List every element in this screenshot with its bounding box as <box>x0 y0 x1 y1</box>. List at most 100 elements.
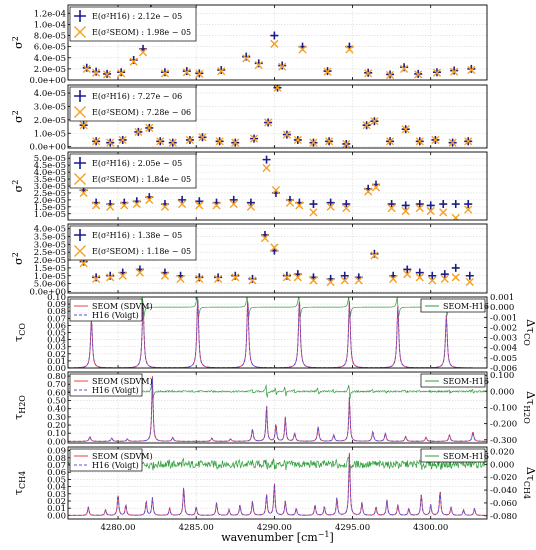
point-seom <box>387 204 396 213</box>
point-seom <box>92 201 101 210</box>
point-seom <box>260 234 270 243</box>
point-seom <box>213 274 223 283</box>
point-seom <box>118 135 127 145</box>
y-tick-label-right: -0.100 <box>490 404 517 414</box>
point-h16 <box>426 201 435 210</box>
point-h16 <box>342 200 351 209</box>
point-seom <box>82 64 91 73</box>
y-tick-label-right: -0.060 <box>490 499 517 509</box>
legend-label: SEOM (SDVM) <box>92 452 153 461</box>
point-seom <box>178 199 187 209</box>
point-seom <box>465 277 474 287</box>
point-seom <box>370 251 379 260</box>
point-seom <box>345 45 354 54</box>
point-h16 <box>467 64 476 73</box>
point-seom <box>364 187 373 196</box>
y-tick-label: 8.0e-05 <box>34 32 66 42</box>
x-tick-label: 4290.00 <box>257 523 292 533</box>
point-seom <box>400 64 409 73</box>
point-seom <box>185 135 195 145</box>
point-h16 <box>440 270 449 279</box>
y-tick-label: 0.10 <box>47 293 66 303</box>
point-seom <box>195 69 204 78</box>
legend-box <box>69 86 197 122</box>
panel-4: 0.0e+005.0e-061.0e-051.5e-052.0e-052.5e-… <box>11 223 488 297</box>
legend-marker <box>74 10 86 22</box>
y-tick-label-right: 0.000 <box>490 387 514 397</box>
y-axis-label-right: ΔτH2O <box>522 391 536 424</box>
point-seom <box>270 39 279 48</box>
legend-box <box>420 298 486 313</box>
point-h16 <box>182 67 191 76</box>
point-seom <box>262 163 271 173</box>
point-seom <box>106 138 115 147</box>
point-h16 <box>326 198 335 207</box>
y-tick-label: 0.00 <box>47 511 66 521</box>
axes-frame <box>67 4 488 81</box>
y-axis-label: σ2 <box>11 252 25 265</box>
point-h16 <box>465 271 474 280</box>
point-h16 <box>415 268 424 277</box>
point-seom <box>248 276 257 285</box>
y-tick-label: 3.5e-05 <box>34 233 66 243</box>
point-seom <box>385 137 395 146</box>
point-h16 <box>270 31 279 40</box>
point-seom <box>370 117 379 126</box>
point-seom <box>389 274 398 283</box>
y-axis-label: τCO <box>12 323 27 342</box>
y-tick-label: 0.50 <box>47 397 66 407</box>
point-seom <box>134 127 143 137</box>
y-tick-label: 0.06 <box>47 468 66 478</box>
y-tick-label: 0.00 <box>47 437 66 447</box>
y-tick-label: 0.03 <box>47 490 66 500</box>
point-seom <box>342 204 351 213</box>
point-seom <box>145 123 154 132</box>
legend-box <box>420 373 486 388</box>
point-seom <box>278 62 287 71</box>
legend-box <box>420 448 486 463</box>
point-seom <box>282 273 291 282</box>
point-seom <box>298 45 307 54</box>
point-seom <box>217 67 226 76</box>
point-h16 <box>106 271 115 280</box>
point-seom <box>293 273 302 282</box>
legend-label: SEOM-H16 <box>443 452 489 461</box>
point-seom <box>464 205 473 214</box>
x-axis-label: wavenumber [cm−1] <box>221 530 334 544</box>
legend-box <box>69 225 197 261</box>
point-seom <box>401 125 410 134</box>
point-h16 <box>262 155 271 164</box>
panel-5: 0.000.010.020.030.040.050.060.070.080.09… <box>12 293 536 374</box>
point-h16 <box>387 200 396 209</box>
point-seom <box>270 243 279 252</box>
point-seom <box>364 69 373 78</box>
point-seom <box>326 202 335 211</box>
y-tick-label: 0.0e+00 <box>30 143 67 153</box>
x-tick-label: 4300.00 <box>413 523 448 533</box>
point-seom <box>242 54 251 63</box>
y-tick-label: 0.30 <box>47 413 66 423</box>
point-seom <box>212 201 221 210</box>
point-seom <box>428 276 437 285</box>
point-seom <box>464 137 473 146</box>
point-seom <box>138 48 148 57</box>
point-seom <box>198 133 207 142</box>
y-tick-label: 1.5e-05 <box>34 264 66 274</box>
y-tick-label: 0.01 <box>47 357 66 367</box>
point-seom <box>135 268 145 277</box>
point-seom <box>118 271 127 280</box>
y-tick-label: 5.0e-06 <box>34 280 66 290</box>
point-h16 <box>415 200 424 209</box>
y-tick-label-right: -0.020 <box>490 473 517 483</box>
y-tick-label: 1.0e-05 <box>34 272 66 282</box>
y-tick-label: 0.20 <box>47 421 66 431</box>
y-tick-label: 3.0e-05 <box>34 182 66 192</box>
point-h16 <box>370 249 379 258</box>
y-tick-label-right: -0.006 <box>490 364 517 374</box>
point-h16 <box>248 274 257 283</box>
point-h16 <box>117 68 126 77</box>
y-tick-label-right: 0.000 <box>490 303 514 313</box>
h16-line <box>68 377 487 442</box>
point-seom <box>229 199 238 209</box>
